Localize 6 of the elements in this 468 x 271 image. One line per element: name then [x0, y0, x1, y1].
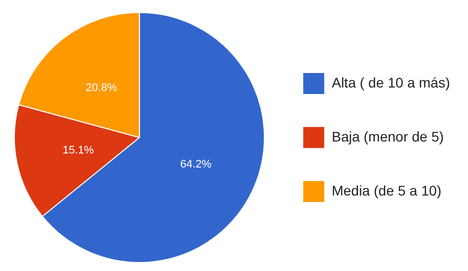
legend-label: Baja (menor de 5) — [332, 128, 444, 144]
legend-label: Media (de 5 a 10) — [332, 182, 442, 198]
data-label: 64.2% — [180, 158, 212, 170]
data-label: 15.1% — [62, 144, 94, 156]
data-label: 20.8% — [86, 82, 118, 94]
legend-label: Alta ( de 10 a más) — [332, 74, 450, 90]
